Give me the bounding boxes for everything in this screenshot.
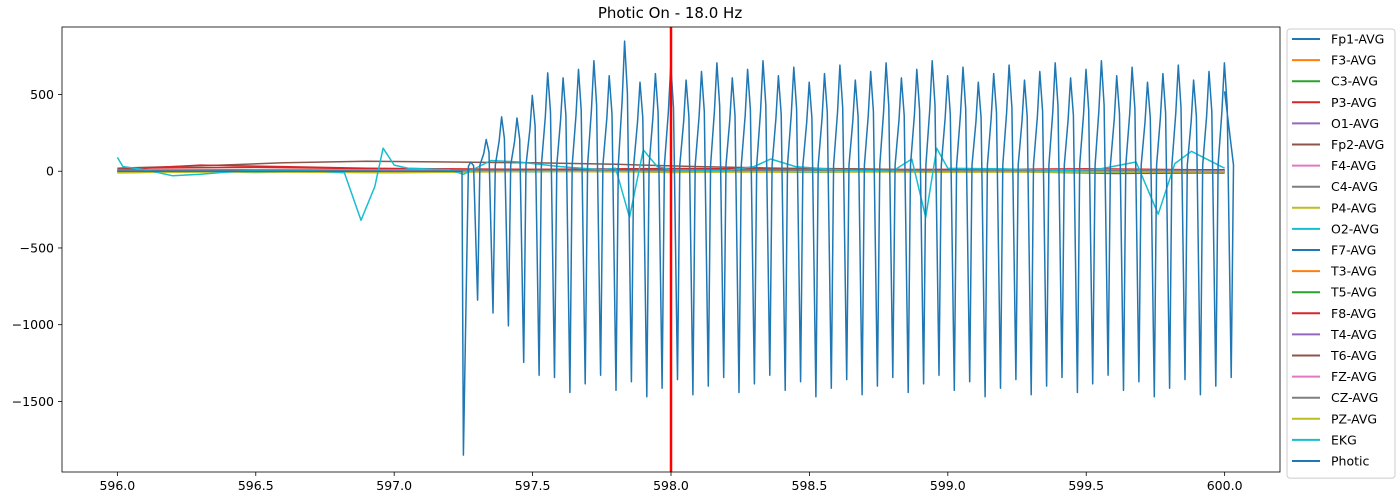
x-tick-label: 596.0 <box>99 478 135 493</box>
legend-label: F7-AVG <box>1331 243 1376 258</box>
x-axis: 596.0 596.5 597.0 597.5 598.0 598.5 599.0 599.5… <box>99 472 1243 493</box>
series-line-ekg <box>116 147 1225 222</box>
legend-label: T3-AVG <box>1330 264 1377 279</box>
legend-label: EKG <box>1331 432 1357 447</box>
legend-label: P3-AVG <box>1331 95 1377 110</box>
x-tick-label: 597.0 <box>376 478 412 493</box>
legend-label: T5-AVG <box>1330 285 1377 300</box>
legend-label: CZ-AVG <box>1331 390 1378 405</box>
x-tick-label: 598.0 <box>653 478 689 493</box>
y-tick-label: −1500 <box>12 394 54 409</box>
chart-title: Photic On - 18.0 Hz <box>598 4 743 22</box>
series-line-f8-avg <box>117 164 1225 172</box>
legend-label: O2-AVG <box>1331 221 1379 236</box>
legend-label: P4-AVG <box>1331 200 1377 215</box>
legend-label: F8-AVG <box>1331 306 1376 321</box>
legend-label: F4-AVG <box>1331 158 1376 173</box>
x-tick-label: 599.5 <box>1068 478 1104 493</box>
legend-label: FZ-AVG <box>1331 369 1377 384</box>
legend-label: O1-AVG <box>1331 116 1379 131</box>
legend-label: T6-AVG <box>1330 348 1377 363</box>
x-tick-label: 596.5 <box>238 478 274 493</box>
legend: Fp1-AVG F3-AVG C3-AVG P3-AVG O1-AVG Fp2-AVG F4… <box>1286 28 1396 479</box>
series-line-photic <box>117 40 1235 456</box>
legend-label: Fp1-AVG <box>1331 32 1384 47</box>
x-tick-label: 600.0 <box>1207 478 1243 493</box>
legend-box <box>1286 28 1396 479</box>
y-tick-label: −1000 <box>12 317 54 332</box>
plot-area <box>116 27 1235 472</box>
x-tick-label: 599.0 <box>930 478 966 493</box>
y-tick-label: −500 <box>20 240 54 255</box>
legend-label: T4-AVG <box>1330 327 1377 342</box>
y-axis: 500 0 −500 −1000 −1500 <box>12 87 62 409</box>
y-tick-label: 0 <box>46 164 54 179</box>
legend-label: PZ-AVG <box>1331 411 1377 426</box>
legend-label: Photic <box>1331 454 1369 469</box>
x-tick-label: 597.5 <box>515 478 551 493</box>
y-tick-label: 500 <box>30 87 54 102</box>
legend-label: Fp2-AVG <box>1331 137 1384 152</box>
legend-label: F3-AVG <box>1331 53 1376 68</box>
legend-label: C3-AVG <box>1331 74 1378 89</box>
x-tick-label: 598.5 <box>792 478 828 493</box>
legend-label: C4-AVG <box>1331 179 1378 194</box>
